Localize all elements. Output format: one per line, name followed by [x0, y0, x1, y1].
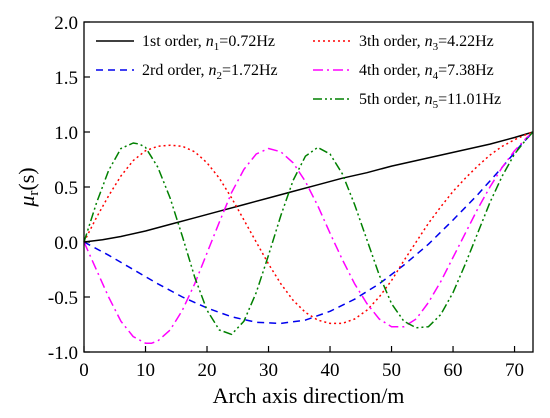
legend-item-2: 2rd order, n2=1.72Hz [96, 62, 278, 82]
y-tick-label: -0.5 [48, 288, 78, 309]
legend-item-4: 4th order, n4=7.38Hz [313, 62, 494, 82]
y-axis-label-sub: r [26, 191, 42, 196]
y-tick-label: 2.0 [54, 13, 78, 34]
x-tick-label: 50 [382, 360, 401, 381]
series-line-2 [83, 131, 534, 325]
series-line-3 [83, 131, 534, 325]
x-tick-label: 70 [505, 360, 524, 381]
y-tick-label: 1.5 [54, 68, 78, 89]
y-axis-label-rest: (s) [14, 167, 39, 190]
legend-item-1: 1st order, n1=0.72Hz [96, 33, 275, 53]
series-lines [83, 131, 534, 344]
legend-item-5: 5th order, n5=11.01Hz [313, 91, 501, 111]
x-axis-label: Arch axis direction/m [213, 383, 405, 408]
y-tick-label: 0.0 [54, 233, 78, 254]
axis-ticks: 0 10 20 30 40 50 60 70 -1.0 -0.5 0.0 0.5 1.0 1.5 2.0 [48, 13, 524, 381]
x-tick-label: 40 [321, 360, 340, 381]
y-axis-label-main: μ [14, 196, 39, 208]
legend-label: 5th order, n5=11.01Hz [359, 91, 501, 111]
y-tick-label: -1.0 [48, 343, 78, 364]
legend: 1st order, n1=0.72Hz 2rd order, n2=1.72Hz… [96, 33, 501, 111]
series-line-5 [83, 131, 534, 336]
legend-label: 3th order, n3=4.22Hz [359, 33, 494, 53]
x-tick-label: 10 [136, 360, 155, 381]
x-tick-label: 20 [198, 360, 217, 381]
y-tick-label: 1.0 [54, 123, 78, 144]
y-tick-label: 0.5 [54, 178, 78, 199]
x-tick-label: 30 [259, 360, 278, 381]
y-axis-label: μr(s) [14, 167, 42, 207]
legend-label: 4th order, n4=7.38Hz [359, 62, 494, 82]
legend-label: 1st order, n1=0.72Hz [142, 33, 275, 53]
x-tick-label: 60 [444, 360, 463, 381]
series-line-4 [83, 131, 534, 344]
legend-item-3: 3th order, n3=4.22Hz [313, 33, 494, 53]
series-line-1 [83, 131, 534, 243]
x-tick-label: 0 [79, 360, 89, 381]
legend-label: 2rd order, n2=1.72Hz [142, 62, 278, 82]
